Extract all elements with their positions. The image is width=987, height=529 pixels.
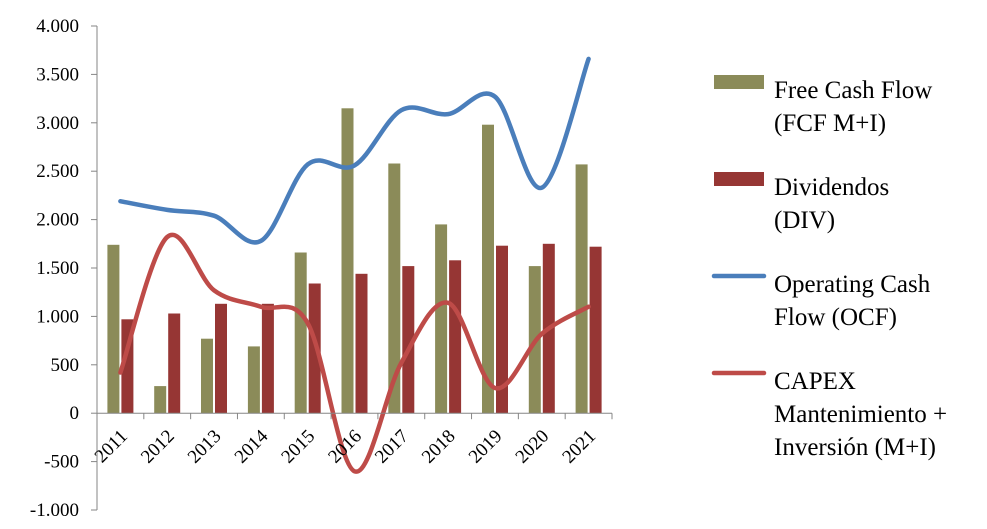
legend-item: Free Cash Flow (FCF M+I) xyxy=(714,75,932,137)
y-tick-label: -500 xyxy=(44,452,79,473)
legend-item: CAPEX Mantenimiento + Inversión (M+I) xyxy=(711,368,947,461)
bar-fcf-2012 xyxy=(154,386,167,414)
y-tick-label: 1.500 xyxy=(36,258,79,279)
x-tick-label: 2016 xyxy=(324,426,366,468)
x-tick-label: 2013 xyxy=(184,426,226,468)
y-tick-label: 2.000 xyxy=(36,210,79,231)
bar-fcf-2013 xyxy=(201,338,213,414)
x-tick-label: 2014 xyxy=(231,426,273,468)
bar-fcf-2019 xyxy=(482,124,494,414)
bar-div-2013 xyxy=(215,303,227,414)
bar-fcf-2021 xyxy=(575,164,588,414)
bars-layer xyxy=(107,108,602,414)
x-tick-label: 2018 xyxy=(418,426,460,468)
bar-div-2017 xyxy=(402,266,415,414)
x-tick-label: 2019 xyxy=(465,426,507,468)
legend-label: Free Cash Flow (FCF M+I) xyxy=(774,77,932,137)
y-tick-label: 500 xyxy=(51,355,80,376)
y-tick-label: 1.000 xyxy=(36,306,79,327)
bar-div-2014 xyxy=(261,303,274,414)
bar-fcf-2017 xyxy=(388,163,401,414)
lines-layer xyxy=(118,56,591,474)
bar-fcf-2016 xyxy=(341,108,354,414)
bar-div-2019 xyxy=(496,245,508,414)
y-tick-label: 2.500 xyxy=(36,161,79,182)
legend: Free Cash Flow (FCF M+I) Dividendos (DIV) Op… xyxy=(711,75,947,461)
x-tick-label: 2020 xyxy=(512,426,554,468)
y-tick-label: 0 xyxy=(70,403,80,424)
x-tick-label: 2015 xyxy=(277,426,319,468)
bar-div-2018 xyxy=(449,260,462,414)
bar-fcf-2011 xyxy=(107,244,120,414)
y-tick-label: 3.000 xyxy=(36,113,79,134)
x-tick-label: 2012 xyxy=(137,426,179,468)
bar-div-2012 xyxy=(168,313,181,414)
legend-label: CAPEX Mantenimiento + Inversión (M+I) xyxy=(774,368,947,461)
x-tick-label: 2021 xyxy=(558,426,600,468)
bar-div-2021 xyxy=(589,246,602,414)
legend-swatch xyxy=(714,172,764,186)
y-tick-label: 4.000 xyxy=(36,16,79,37)
legend-item: Operating Cash Flow (OCF) xyxy=(711,271,931,331)
bar-fcf-2018 xyxy=(435,224,448,414)
bar-div-2016 xyxy=(355,273,368,414)
bar-fcf-2014 xyxy=(247,346,260,414)
legend-swatch xyxy=(714,75,764,89)
line-capex xyxy=(118,232,591,474)
line-ocf xyxy=(118,56,591,245)
bar-fcf-2015 xyxy=(294,252,307,414)
legend-label: Dividendos (DIV) xyxy=(774,174,889,234)
bar-div-2011 xyxy=(121,319,134,414)
y-tick-label: 3.500 xyxy=(36,64,79,85)
legend-label: Operating Cash Flow (OCF) xyxy=(774,271,931,331)
legend-item: Dividendos (DIV) xyxy=(714,172,889,234)
y-tick-label: -1.000 xyxy=(30,500,79,521)
